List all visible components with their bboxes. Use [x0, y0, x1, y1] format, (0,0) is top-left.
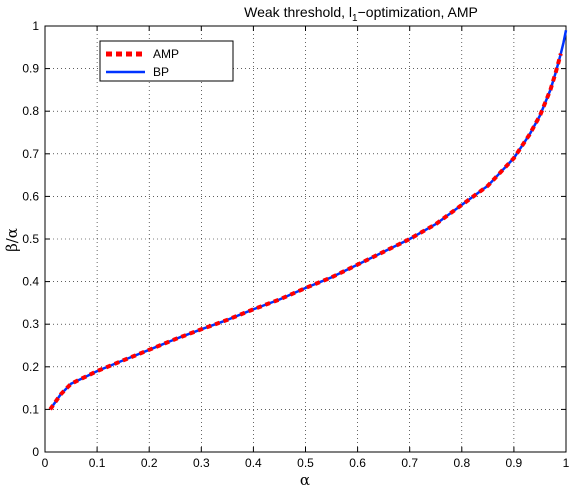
y-tick-label: 0.5: [22, 232, 39, 246]
x-axis-label: α: [300, 471, 310, 489]
y-tick-label: 0.1: [22, 402, 39, 416]
x-tick-label: 0: [42, 456, 49, 470]
y-tick-label: 0.2: [22, 360, 39, 374]
legend-label-amp: AMP: [153, 47, 179, 61]
ticks: 0 0.1 0.2 0.3 0.4 0.5 0.6 0.7 0.8 0.9 1 0 0.1 0.2 0.3 0…: [22, 19, 569, 470]
y-tick-label: 0.8: [22, 104, 39, 118]
y-axis-label: β/α: [3, 228, 21, 252]
x-tick-label: 0.8: [453, 456, 470, 470]
x-tick-label: 0.5: [297, 456, 314, 470]
chart-title: Weak threshold, l1−optimization, AMP: [244, 4, 478, 24]
legend-box: [99, 40, 234, 82]
y-tick-label: 0: [32, 445, 39, 459]
y-tick-label: 0.9: [22, 62, 39, 76]
y-tick-label: 0.7: [22, 147, 39, 161]
y-tick-label: 0.4: [22, 275, 39, 289]
series-layer: [48, 30, 568, 411]
x-tick-label: 0.2: [141, 456, 158, 470]
series-line-amp: [48, 53, 563, 411]
x-tick-label: 0.6: [349, 456, 366, 470]
y-tick-label: 0.6: [22, 189, 39, 203]
y-tick-label: 1: [32, 19, 39, 33]
y-tick-label: 0.3: [22, 317, 39, 331]
x-tick-label: 0.7: [401, 456, 418, 470]
legend: AMP BP: [99, 40, 234, 82]
legend-label-bp: BP: [153, 65, 169, 79]
x-tick-label: 0.1: [89, 456, 106, 470]
x-tick-label: 0.3: [193, 456, 210, 470]
x-tick-label: 1: [563, 456, 570, 470]
x-tick-label: 0.9: [506, 456, 523, 470]
x-tick-label: 0.4: [245, 456, 262, 470]
